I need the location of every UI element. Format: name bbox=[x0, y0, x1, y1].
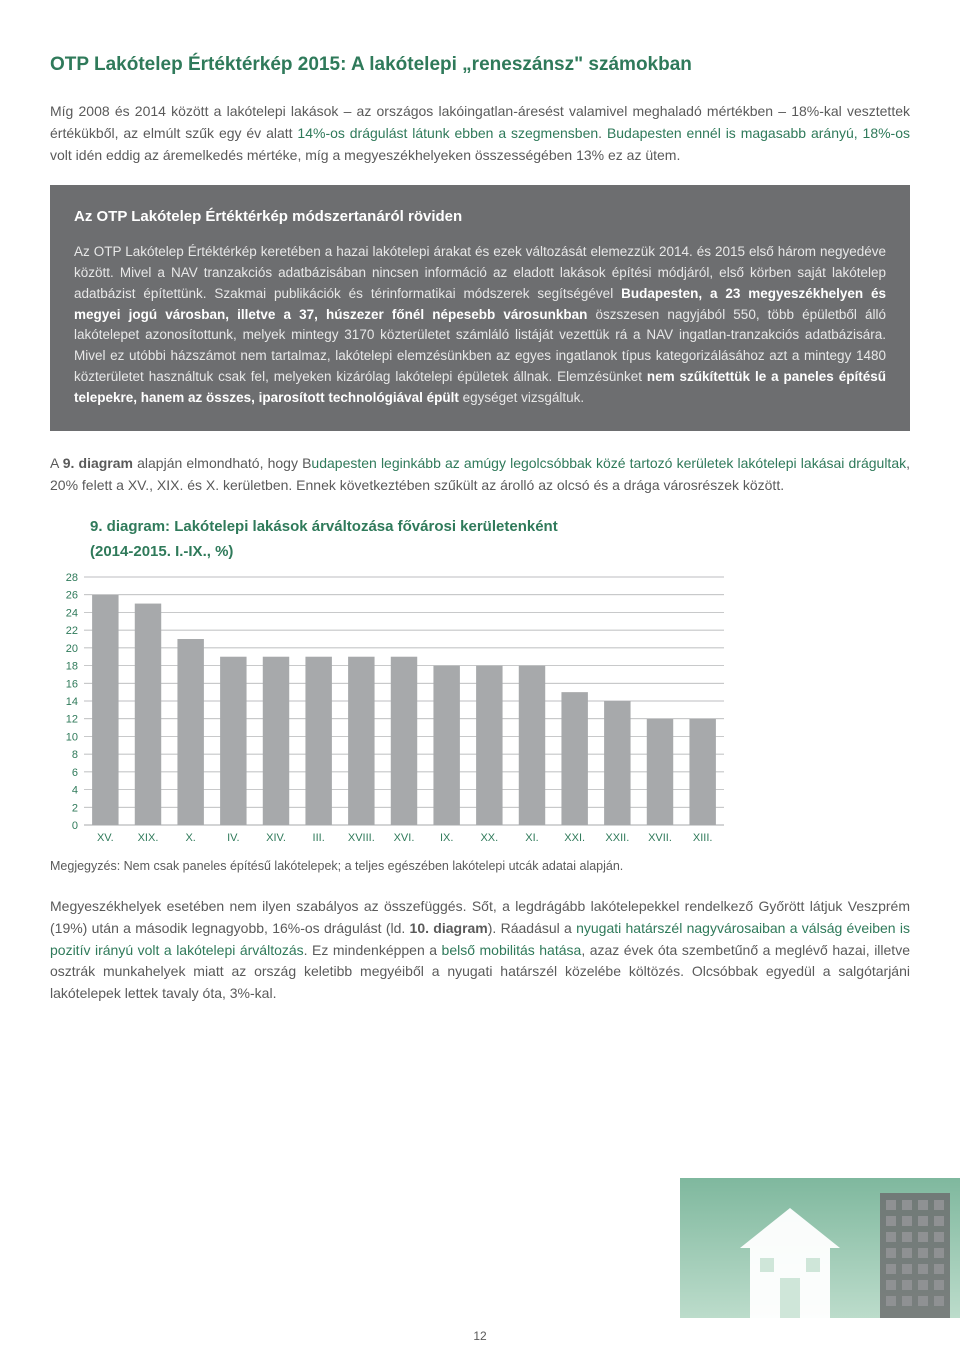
text: ). Ráadásul a bbox=[488, 920, 576, 936]
svg-text:6: 6 bbox=[72, 767, 78, 779]
svg-text:0: 0 bbox=[72, 820, 78, 832]
intro-paragraph: Míg 2008 és 2014 között a lakótelepi lak… bbox=[50, 101, 910, 166]
bar-chart-svg: 0246810121416182022242628XV.XIX.X.IV.XIV… bbox=[50, 571, 730, 851]
text: alapján elmondható, hogy B bbox=[133, 455, 311, 471]
bold-text: 10. diagram bbox=[410, 920, 488, 936]
svg-text:XXI.: XXI. bbox=[564, 832, 585, 844]
chart-intro-paragraph: A 9. diagram alapján elmondható, hogy Bu… bbox=[50, 453, 910, 496]
svg-text:IV.: IV. bbox=[227, 832, 239, 844]
highlight: udapesten leginkább az amúgy legolcsóbba… bbox=[311, 455, 906, 471]
svg-text:XIX.: XIX. bbox=[138, 832, 159, 844]
svg-text:XX.: XX. bbox=[480, 832, 498, 844]
closing-paragraph: Megyeszékhelyek esetében nem ilyen szabá… bbox=[50, 896, 910, 1004]
svg-text:2: 2 bbox=[72, 802, 78, 814]
svg-text:XIV.: XIV. bbox=[266, 832, 286, 844]
chart-subtitle: (2014-2015. I.-IX., %) bbox=[90, 540, 910, 563]
svg-text:XVII.: XVII. bbox=[648, 832, 672, 844]
svg-text:XVI.: XVI. bbox=[394, 832, 415, 844]
svg-text:XIII.: XIII. bbox=[693, 832, 713, 844]
svg-text:18: 18 bbox=[66, 661, 78, 673]
svg-text:X.: X. bbox=[185, 832, 195, 844]
methodology-box: Az OTP Lakótelep Értéktérkép módszertaná… bbox=[50, 185, 910, 432]
text: egységet vizsgáltuk. bbox=[459, 390, 584, 405]
svg-text:26: 26 bbox=[66, 590, 78, 602]
text: . bbox=[598, 125, 607, 141]
page-title: OTP Lakótelep Értéktérkép 2015: A lakóte… bbox=[50, 50, 910, 79]
svg-text:4: 4 bbox=[72, 785, 78, 797]
svg-text:28: 28 bbox=[66, 572, 78, 584]
svg-text:22: 22 bbox=[66, 625, 78, 637]
svg-text:16: 16 bbox=[66, 678, 78, 690]
text: volt idén eddig az áremelkedés mértéke, … bbox=[50, 147, 680, 163]
highlight: Budapesten ennél is magasabb arányú, 18%… bbox=[607, 125, 910, 141]
chart-title: 9. diagram: Lakótelepi lakások árváltozá… bbox=[90, 515, 910, 538]
bold-text: 9. diagram bbox=[63, 455, 133, 471]
svg-text:12: 12 bbox=[66, 714, 78, 726]
svg-text:8: 8 bbox=[72, 749, 78, 761]
info-box-body: Az OTP Lakótelep Értéktérkép keretében a… bbox=[74, 242, 886, 409]
decorative-illustration bbox=[680, 1178, 960, 1318]
svg-text:IX.: IX. bbox=[440, 832, 453, 844]
svg-text:III.: III. bbox=[313, 832, 325, 844]
svg-text:14: 14 bbox=[66, 696, 78, 708]
text: A bbox=[50, 455, 63, 471]
svg-text:XXII.: XXII. bbox=[605, 832, 629, 844]
svg-text:XI.: XI. bbox=[525, 832, 538, 844]
svg-text:20: 20 bbox=[66, 643, 78, 655]
svg-text:24: 24 bbox=[66, 607, 78, 619]
text: . Ez mindenképpen a bbox=[304, 942, 442, 958]
highlight: 14%-os drágulást látunk ebben a szegmens… bbox=[297, 125, 598, 141]
svg-text:10: 10 bbox=[66, 731, 78, 743]
info-box-title: Az OTP Lakótelep Értéktérkép módszertaná… bbox=[74, 205, 886, 228]
svg-text:XVIII.: XVIII. bbox=[348, 832, 375, 844]
chart-9: 0246810121416182022242628XV.XIX.X.IV.XIV… bbox=[50, 571, 730, 851]
chart-note: Megjegyzés: Nem csak paneles építésű lak… bbox=[50, 857, 910, 876]
svg-text:XV.: XV. bbox=[97, 832, 114, 844]
highlight: belső mobilitás hatása bbox=[442, 942, 582, 958]
page-number: 12 bbox=[0, 1327, 960, 1346]
